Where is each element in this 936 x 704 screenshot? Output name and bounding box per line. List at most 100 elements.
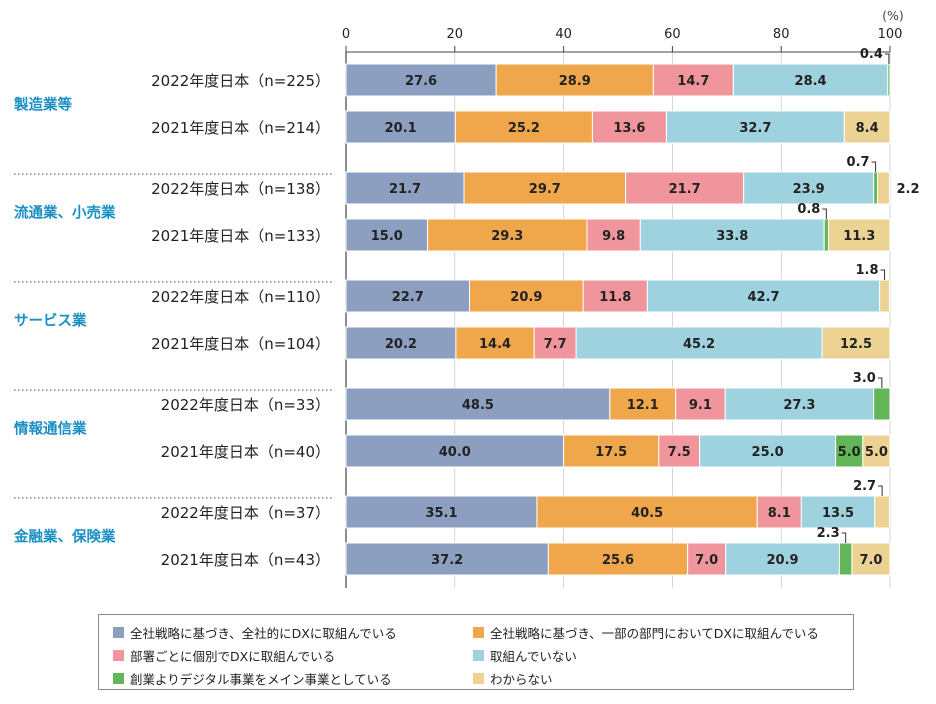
bar-segment — [874, 495, 890, 529]
data-label: 45.2 — [683, 337, 715, 352]
row-label: 2021年度日本（n=40） — [161, 443, 330, 461]
legend-label: 取組んでいない — [490, 649, 577, 664]
bar-segment — [887, 63, 891, 97]
data-label: 22.7 — [392, 290, 424, 305]
bar-segment — [873, 387, 891, 421]
callout-leader — [871, 161, 877, 172]
bar-segment — [821, 326, 891, 360]
bar-segment — [455, 326, 535, 360]
callout-label: 0.4 — [860, 47, 883, 62]
bar-segment — [851, 542, 891, 576]
bar-segment — [639, 218, 825, 252]
data-label: 5.0 — [865, 445, 888, 460]
bar-segment — [652, 63, 734, 97]
data-label: 21.7 — [669, 182, 701, 197]
row-label: 2022年度日本（n=138） — [151, 180, 330, 198]
group-label: 製造業等 — [13, 96, 72, 114]
legend-item: 全社戦略に基づき、一部の部門においてDXに取組んでいる — [473, 623, 853, 642]
bar-segment — [675, 387, 726, 421]
group-label: 流通業、小売業 — [14, 204, 116, 222]
row-label: 2021年度日本（n=104） — [151, 335, 330, 353]
data-label: 17.5 — [595, 445, 627, 460]
data-label: 13.6 — [613, 121, 645, 136]
group-label: サービス業 — [14, 312, 87, 330]
bar-segment — [345, 63, 497, 97]
bar-segment — [699, 434, 837, 468]
bar-segment — [879, 279, 890, 313]
data-label: 48.5 — [462, 398, 494, 413]
data-label: 12.1 — [627, 398, 659, 413]
x-tick-label: 80 — [773, 27, 790, 42]
x-tick-label: 60 — [664, 27, 681, 42]
legend-label: 部署ごとに個別でDXに取組んでいる — [130, 649, 336, 664]
data-label: 11.3 — [843, 229, 875, 244]
group-label: 情報通信業 — [14, 420, 87, 438]
data-label: 35.1 — [425, 506, 457, 521]
legend-swatch — [473, 650, 484, 661]
data-label: 27.3 — [783, 398, 815, 413]
x-tick-label: 0 — [342, 27, 350, 42]
data-label: 11.8 — [599, 290, 631, 305]
legend-item: 取組んでいない — [473, 646, 853, 665]
data-label: 14.4 — [479, 337, 511, 352]
bar-segment — [345, 495, 538, 529]
bar-segment — [536, 495, 758, 529]
bar-segment — [800, 495, 876, 529]
data-label: 14.7 — [677, 74, 709, 89]
callout-label: 2.2 — [896, 182, 919, 197]
data-label: 20.9 — [510, 290, 542, 305]
data-label: 27.6 — [405, 74, 437, 89]
bar-segment — [823, 218, 830, 252]
bar-segment — [345, 279, 470, 313]
bar-segment — [843, 110, 891, 144]
row-label: 2022年度日本（n=33） — [161, 396, 330, 414]
bar-segment — [838, 542, 853, 576]
bar-segment — [743, 171, 875, 205]
callout-leader — [880, 269, 886, 280]
data-label: 8.1 — [768, 506, 791, 521]
row-label: 2021年度日本（n=43） — [161, 551, 330, 569]
stacked-bar-chart: (%) 0 20 40 60 80 100 製造業等 2022年度日本（n=225） 27.6 28… — [13, 8, 920, 588]
data-label: 7.0 — [695, 553, 718, 568]
bar-segment — [345, 326, 457, 360]
legend-item: 全社戦略に基づき、全社的にDXに取組んでいる — [113, 623, 473, 642]
callout-label: 2.3 — [817, 526, 840, 541]
bar-segment — [345, 171, 465, 205]
data-label: 7.0 — [859, 553, 882, 568]
data-label: 42.7 — [747, 290, 779, 305]
bar-segment — [345, 387, 611, 421]
data-label: 20.9 — [767, 553, 799, 568]
legend-label: 創業よりデジタル事業をメイン事業としている — [130, 672, 392, 687]
bar-segment — [547, 542, 689, 576]
legend-item: 創業よりデジタル事業をメイン事業としている — [113, 669, 473, 688]
bar-segment — [345, 110, 456, 144]
x-tick-label: 40 — [555, 27, 572, 42]
bar-segment — [876, 171, 890, 205]
data-label: 21.7 — [389, 182, 421, 197]
bar-segment — [345, 218, 429, 252]
data-label: 15.0 — [371, 229, 403, 244]
data-label: 32.7 — [739, 121, 771, 136]
data-label: 9.8 — [602, 229, 625, 244]
data-label: 25.2 — [508, 121, 540, 136]
callout-label: 3.0 — [853, 371, 876, 386]
callout-leader — [822, 208, 827, 219]
data-label: 20.2 — [385, 337, 417, 352]
legend-swatch — [113, 627, 124, 638]
data-label: 13.5 — [822, 506, 854, 521]
data-label: 9.1 — [689, 398, 712, 413]
bar-segment — [563, 434, 660, 468]
legend-label: 全社戦略に基づき、一部の部門においてDXに取組んでいる — [490, 626, 819, 641]
bar-segment — [625, 171, 745, 205]
row-label: 2022年度日本（n=225） — [151, 72, 330, 90]
bar-segment — [345, 434, 565, 468]
data-label: 40.0 — [439, 445, 471, 460]
callout-leader — [878, 485, 883, 496]
legend-label: わからない — [490, 672, 553, 687]
group-label: 金融業、保険業 — [13, 528, 116, 546]
row-label: 2021年度日本（n=133） — [151, 227, 330, 245]
legend-swatch — [473, 673, 484, 684]
data-label: 28.4 — [795, 74, 827, 89]
legend-item: わからない — [473, 669, 853, 688]
callout-leader — [841, 532, 847, 543]
